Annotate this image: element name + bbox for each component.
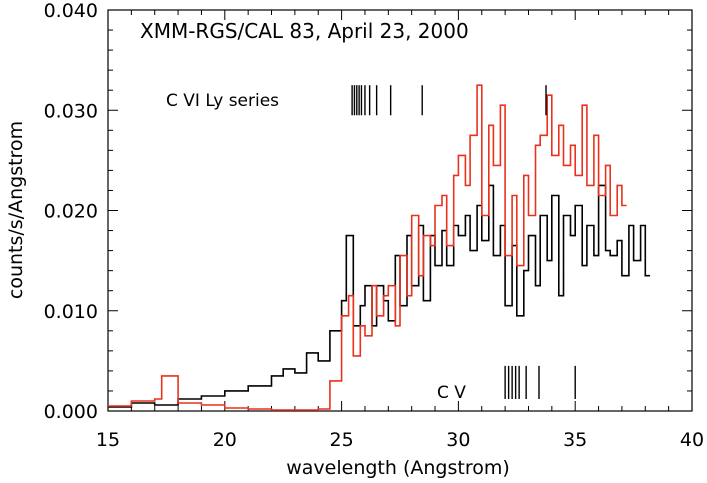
x-tick-label: 15 [96,429,120,451]
x-tick-label: 40 [680,429,704,451]
series-group [108,84,650,411]
y-tick-label: 0.000 [44,401,98,423]
y-tick-labels: 0.000 0.010 0.020 0.030 0.040 [44,0,98,423]
y-tick-label: 0.030 [44,100,98,122]
plot-frame [107,9,693,412]
x-tick-label: 35 [563,429,587,451]
chart-title: XMM-RGS/CAL 83, April 23, 2000 [140,19,469,43]
x-tick-label: 20 [213,429,237,451]
axis-ticks [107,9,693,412]
y-tick-label: 0.040 [44,0,98,22]
annotation-ticks [351,85,576,399]
x-tick-label: 30 [446,429,470,451]
y-tick-label: 0.010 [44,301,98,323]
series-line-0 [108,184,650,408]
y-tick-label: 0.020 [44,201,98,223]
annotation-cvi-label: C VI Ly series [166,91,279,111]
x-axis-label: wavelength (Angstrom) [286,457,510,479]
x-tick-labels: 15 20 25 30 35 40 [96,429,704,451]
series-line-1 [108,84,627,411]
y-axis-label: counts/s/Angstrom [5,121,27,299]
annotation-cv-label: C V [437,383,466,403]
x-tick-label: 25 [330,429,354,451]
